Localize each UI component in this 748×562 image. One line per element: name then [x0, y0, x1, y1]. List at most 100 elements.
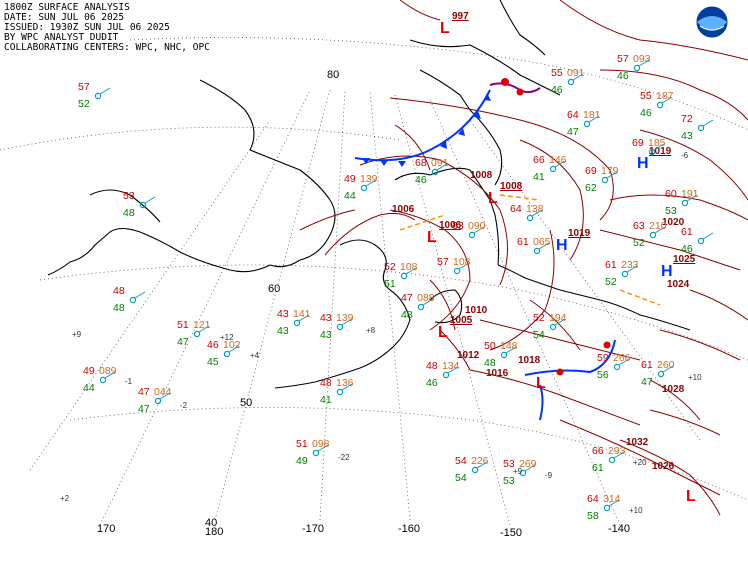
station-circle	[526, 214, 534, 222]
station-temperature: 52	[533, 312, 545, 324]
wind-barb	[476, 461, 488, 469]
station-dewpoint: 54	[533, 329, 545, 341]
station-temperature: 61	[681, 226, 693, 238]
wind-barb	[473, 226, 485, 234]
station-temperature: 43	[277, 308, 289, 320]
station-pressure: 091	[431, 157, 449, 169]
pressure-tendency: -22	[338, 453, 350, 462]
station-circle	[681, 199, 689, 207]
station-plot: 61 52 233	[605, 259, 639, 288]
station-temperature: 63	[633, 220, 645, 232]
wind-barb	[144, 196, 156, 204]
station-plot: 55 46 091	[551, 67, 585, 96]
station-pressure: 260	[657, 359, 675, 371]
station-temperature: 61	[517, 236, 529, 248]
station-plot: 64 47 181	[567, 109, 601, 138]
station-temperature: 51	[296, 438, 308, 450]
header-title: 1800Z SURFACE ANALYSIS	[4, 2, 130, 13]
noaa-logo	[695, 5, 729, 39]
station-plot: 52 51 108	[384, 261, 418, 290]
wind-barb	[447, 366, 459, 374]
isobar-label: 1016	[486, 368, 509, 379]
station-circle	[697, 124, 705, 132]
station-pressure: 148	[500, 340, 518, 352]
wind-barb	[661, 96, 673, 104]
station-plot: 59 56 266	[597, 352, 631, 381]
station-dewpoint: 46	[426, 377, 438, 389]
station-plot: 48 46 134	[426, 360, 460, 389]
wind-barb	[538, 242, 550, 250]
station-pressure: 093	[633, 53, 651, 65]
station-temperature: 61	[641, 359, 653, 371]
station-dewpoint: 47	[567, 126, 579, 138]
station-dewpoint: 46	[551, 84, 563, 96]
station-circle	[603, 504, 611, 512]
longitude-label-180: 180	[205, 526, 223, 538]
station-pressure: 090	[468, 220, 486, 232]
station-dewpoint: 48	[484, 357, 496, 369]
station-circle	[154, 397, 162, 405]
pressure-center-symbol: L	[427, 229, 437, 246]
pressure-center-value: 1019	[649, 146, 672, 157]
station-temperature: 66	[533, 154, 545, 166]
pressure-center-low: L	[686, 488, 696, 505]
station-pressure: 185	[648, 137, 666, 149]
station-pressure: 266	[613, 352, 631, 364]
station-temperature: 53	[503, 458, 515, 470]
wind-barb	[159, 392, 171, 400]
wind-barb	[422, 298, 434, 306]
station-circle	[567, 78, 575, 86]
station-plot: 52 54 194	[533, 312, 567, 341]
station-circle	[431, 168, 439, 176]
station-circle	[649, 231, 657, 239]
isobar-label: 1008	[470, 170, 493, 181]
station-circle	[94, 92, 102, 100]
wind-barb	[365, 179, 377, 187]
pressure-tendency: +20	[633, 458, 647, 467]
station-circle	[336, 323, 344, 331]
station-temperature: 54	[455, 455, 467, 467]
wind-barb	[554, 160, 566, 168]
station-pressure: 044	[154, 386, 172, 398]
wind-barb	[298, 314, 310, 322]
wind-barb	[613, 451, 625, 459]
station-pressure: 102	[223, 339, 241, 351]
station-circle	[656, 101, 664, 109]
station-circle	[549, 165, 557, 173]
isobar-label: 1026	[652, 461, 675, 472]
pressure-center-value: 1006	[439, 220, 462, 231]
station-temperature: 48	[320, 377, 332, 389]
station-circle	[500, 351, 508, 359]
isobars	[299, 0, 748, 516]
station-dewpoint: 53	[503, 475, 515, 487]
station-temperature: 46	[207, 339, 219, 351]
warm-front-pips	[501, 78, 611, 376]
station-pressure: 141	[293, 308, 311, 320]
station-circle	[99, 376, 107, 384]
wind-barb	[341, 383, 353, 391]
station-pressure: 233	[621, 259, 639, 271]
station-temperature: 57	[617, 53, 629, 65]
header-centers: COLLABORATING CENTERS: WPC, NHC, OPC	[4, 42, 210, 53]
latitude-label-80: 80	[327, 69, 339, 81]
longitude-label-minus-160: -160	[398, 523, 420, 535]
pressure-tendency: +2	[60, 494, 70, 503]
wind-barb	[638, 59, 650, 67]
station-temperature: 43	[320, 312, 332, 324]
station-plot: 49 44 089	[83, 365, 117, 394]
station-temperature: 66	[592, 445, 604, 457]
station-pressure: 121	[193, 319, 211, 331]
station-plot: 51 47 121	[177, 319, 211, 348]
station-plot: 48 41 136	[320, 377, 354, 406]
station-circle	[223, 350, 231, 358]
wind-barb	[134, 291, 146, 299]
wind-barb	[618, 358, 630, 366]
station-temperature: 68	[415, 157, 427, 169]
longitude-label-minus-170: -170	[302, 523, 324, 535]
station-temperature: 55	[640, 90, 652, 102]
